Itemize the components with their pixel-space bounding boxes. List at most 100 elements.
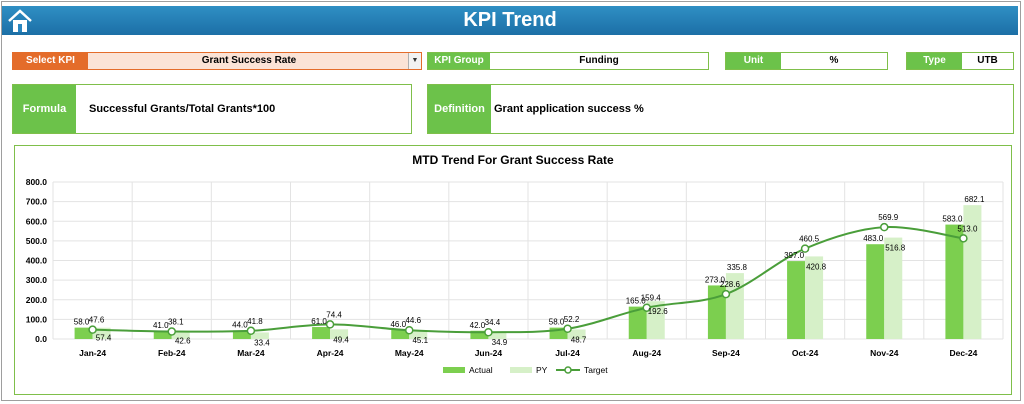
- data-label-target: 569.9: [878, 213, 899, 222]
- bar-py: [250, 332, 269, 339]
- bar-py: [963, 205, 982, 339]
- bar-actual: [153, 330, 172, 339]
- bar-actual: [549, 327, 568, 339]
- target-point: [325, 320, 335, 329]
- y-tick-label: 200.0: [26, 295, 48, 305]
- data-label-target: 41.8: [247, 317, 263, 326]
- x-tick-label: Mar-24: [237, 348, 265, 358]
- bar-actual: [628, 306, 647, 339]
- unit-value: %: [829, 55, 839, 66]
- bar-actual: [74, 327, 93, 339]
- legend-target-label: Target: [584, 365, 608, 375]
- data-label-target: 159.4: [641, 294, 662, 303]
- data-label-target: 513.0: [957, 224, 978, 233]
- data-label-py: 516.8: [885, 244, 906, 253]
- x-tick-label: Jun-24: [475, 348, 503, 358]
- data-label-py: 45.1: [412, 336, 428, 345]
- target-point: [246, 326, 256, 336]
- data-label-actual: 58.0: [74, 318, 90, 327]
- bar-py: [567, 329, 586, 339]
- y-tick-label: 300.0: [26, 275, 48, 285]
- select-kpi-field: Select KPI Grant Success Rate ▼: [12, 52, 422, 70]
- target-point: [167, 327, 176, 336]
- y-tick-label: 600.0: [26, 216, 48, 226]
- data-label-actual: 44.0: [232, 320, 248, 329]
- legend-target-marker: [564, 366, 572, 374]
- target-point: [721, 289, 731, 299]
- data-label-target: 228.6: [720, 280, 741, 289]
- legend-actual-label: Actual: [469, 365, 493, 375]
- kpi-group-field: KPI Group Funding: [427, 52, 709, 70]
- formula-label: Formula: [13, 85, 76, 133]
- legend-actual-swatch: [443, 367, 465, 373]
- data-label-actual: 61.0: [311, 317, 327, 326]
- x-tick-label: Sep-24: [712, 348, 740, 358]
- home-icon[interactable]: [6, 8, 34, 34]
- bar-py: [646, 301, 665, 339]
- data-label-actual: 41.0: [153, 321, 169, 330]
- y-tick-label: 0.0: [35, 334, 47, 344]
- target-point: [88, 325, 97, 334]
- x-tick-label: Apr-24: [317, 348, 344, 358]
- legend-py-swatch: [510, 367, 532, 373]
- data-label-target: 47.6: [89, 316, 105, 325]
- target-point: [563, 324, 572, 334]
- target-point: [880, 222, 889, 232]
- data-label-actual: 165.0: [626, 297, 647, 306]
- definition-box: Definition Grant application success %: [427, 84, 1014, 134]
- bar-py: [725, 273, 744, 339]
- definition-value: Grant application success %: [494, 103, 644, 115]
- x-tick-label: Aug-24: [632, 348, 661, 358]
- bar-actual: [391, 329, 410, 339]
- title-bar: KPI Trend: [2, 6, 1018, 35]
- type-value: UTB: [977, 55, 998, 66]
- x-tick-label: Nov-24: [870, 348, 899, 358]
- data-label-actual: 583.0: [942, 215, 963, 224]
- y-tick-label: 500.0: [26, 236, 48, 246]
- data-label-py: 42.6: [175, 337, 191, 346]
- formula-box: Formula Successful Grants/Total Grants*1…: [12, 84, 412, 134]
- target-point: [800, 244, 810, 253]
- data-label-target: 38.1: [168, 318, 184, 327]
- trend-chart: MTD Trend For Grant Success Rate 58.0 57.…: [26, 153, 1004, 375]
- definition-label: Definition: [428, 85, 491, 133]
- y-tick-label: 100.0: [26, 314, 48, 324]
- bar-py: [171, 330, 190, 339]
- data-label-target: 34.4: [485, 318, 501, 327]
- select-kpi-label: Select KPI: [13, 53, 88, 69]
- x-tick-label: Jul-24: [555, 348, 580, 358]
- x-tick-label: May-24: [395, 348, 424, 358]
- page-title: KPI Trend: [463, 9, 557, 31]
- data-label-py: 34.9: [492, 338, 508, 347]
- legend-py-label: PY: [536, 365, 548, 375]
- formula-value: Successful Grants/Total Grants*100: [89, 103, 276, 115]
- data-label-py: 49.4: [333, 335, 349, 344]
- bar-actual: [470, 330, 489, 339]
- data-label-actual: 42.0: [470, 321, 486, 330]
- select-kpi-dropdown[interactable]: Grant Success Rate: [88, 53, 410, 69]
- bar-actual: [232, 330, 251, 339]
- data-label-py: 335.8: [727, 263, 748, 272]
- bar-actual: [866, 244, 885, 339]
- target-point: [484, 327, 493, 337]
- data-label-actual: 58.0: [549, 318, 565, 327]
- bar-actual: [787, 261, 806, 339]
- target-point: [642, 303, 651, 312]
- bar-py: [409, 330, 428, 339]
- data-label-py: 192.6: [648, 307, 669, 316]
- data-label-actual: 397.0: [784, 251, 805, 260]
- unit-label: Unit: [726, 53, 781, 69]
- x-tick-label: Jan-24: [79, 348, 106, 358]
- unit-field: Unit %: [725, 52, 888, 70]
- y-tick-label: 700.0: [26, 197, 48, 207]
- data-label-actual: 46.0: [390, 320, 406, 329]
- bar-py: [884, 237, 903, 339]
- chevron-down-icon[interactable]: ▼: [408, 53, 421, 69]
- chart-container: MTD Trend For Grant Success Rate 58.0 57.…: [14, 145, 1012, 395]
- data-label-py: 420.8: [806, 262, 827, 271]
- bar-py: [92, 327, 111, 339]
- x-tick-label: Dec-24: [949, 348, 977, 358]
- data-label-actual: 483.0: [863, 234, 884, 243]
- data-label-py: 57.4: [96, 334, 112, 343]
